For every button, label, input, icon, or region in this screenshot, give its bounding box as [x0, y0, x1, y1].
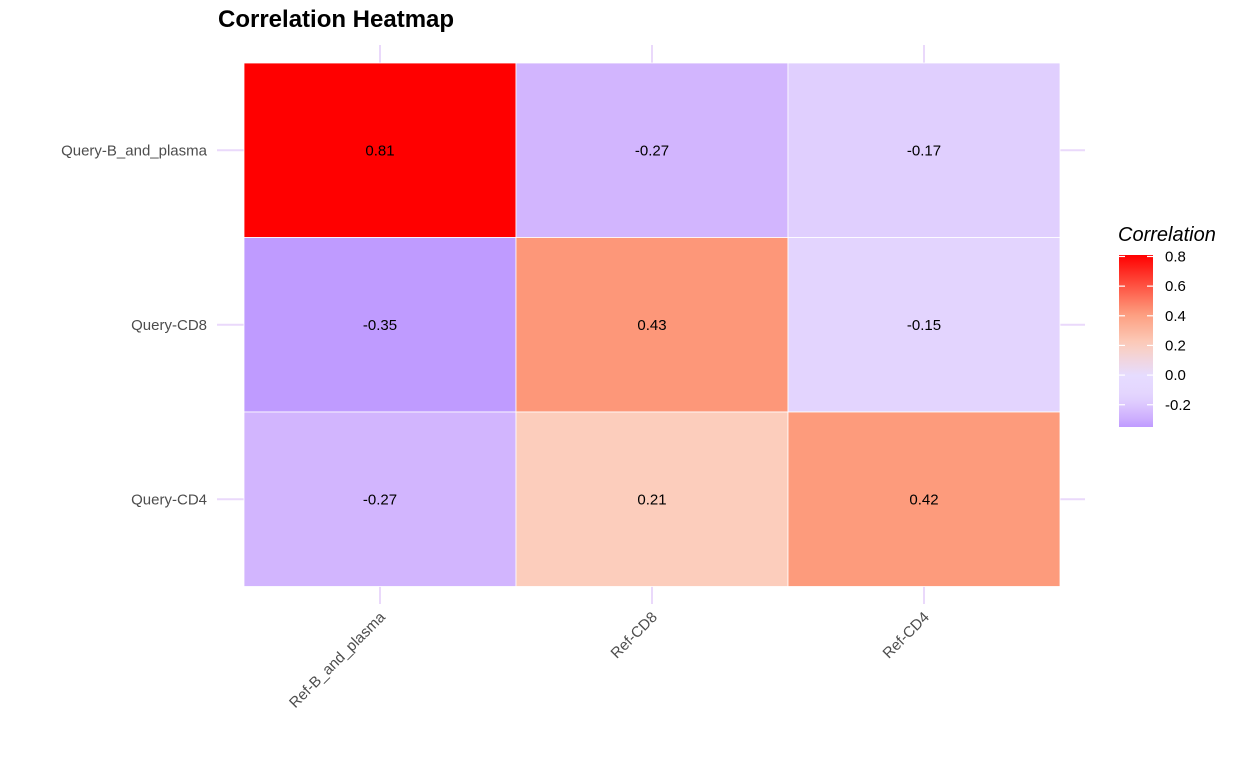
heatmap-cell [515, 62, 789, 238]
x-tick-label: Ref-CD8 [608, 609, 661, 662]
heatmap-cell [787, 411, 1061, 587]
heatmap-cell [787, 62, 1061, 238]
color-legend: Correlation 0.8 0.6 0.4 0.2 0.0 -0.2 [1118, 224, 1216, 427]
legend-tick-label: 0.4 [1165, 308, 1186, 325]
cell-value-label: -0.35 [363, 317, 397, 334]
y-tick-label: Query-CD4 [131, 491, 207, 508]
legend-title: Correlation [1118, 224, 1216, 246]
cell-value-label: -0.27 [635, 142, 669, 159]
heatmap-cell [515, 411, 789, 587]
x-axis-tick-labels: Ref-B_and_plasma Ref-CD8 Ref-CD4 [286, 608, 933, 711]
cell-value-label: 0.21 [637, 491, 666, 508]
legend-tick-label: 0.0 [1165, 367, 1186, 384]
legend-tick-label: 0.6 [1165, 278, 1186, 295]
cell-value-labels: 0.81 -0.27 -0.17 -0.35 0.43 -0.15 -0.27 0.21 0.4… [363, 142, 941, 508]
heatmap-cell [787, 237, 1061, 413]
heatmap-cells [243, 62, 1061, 587]
cell-value-label: -0.15 [907, 317, 941, 334]
heatmap-cell [515, 237, 789, 413]
y-tick-label: Query-B_and_plasma [61, 142, 208, 159]
cell-value-label: -0.27 [363, 491, 397, 508]
cell-value-label: 0.43 [637, 317, 666, 334]
legend-tick-label: 0.2 [1165, 337, 1186, 354]
cell-value-label: 0.42 [909, 491, 938, 508]
cell-value-label: -0.17 [907, 142, 941, 159]
x-tick-label: Ref-B_and_plasma [286, 608, 389, 711]
legend-colorbar [1119, 255, 1153, 427]
legend-tick-labels: 0.8 0.6 0.4 0.2 0.0 -0.2 [1119, 248, 1191, 414]
chart-title: Correlation Heatmap [218, 6, 455, 33]
cell-value-label: 0.81 [365, 142, 394, 159]
y-axis-tick-labels: Query-B_and_plasma Query-CD8 Query-CD4 [61, 142, 208, 508]
legend-tick-label: -0.2 [1165, 397, 1191, 414]
legend-tick-label: 0.8 [1165, 248, 1186, 265]
x-tick-label: Ref-CD4 [880, 609, 933, 662]
heatmap-cell [243, 411, 517, 587]
y-tick-label: Query-CD8 [131, 317, 207, 334]
heatmap-cell [243, 237, 517, 413]
